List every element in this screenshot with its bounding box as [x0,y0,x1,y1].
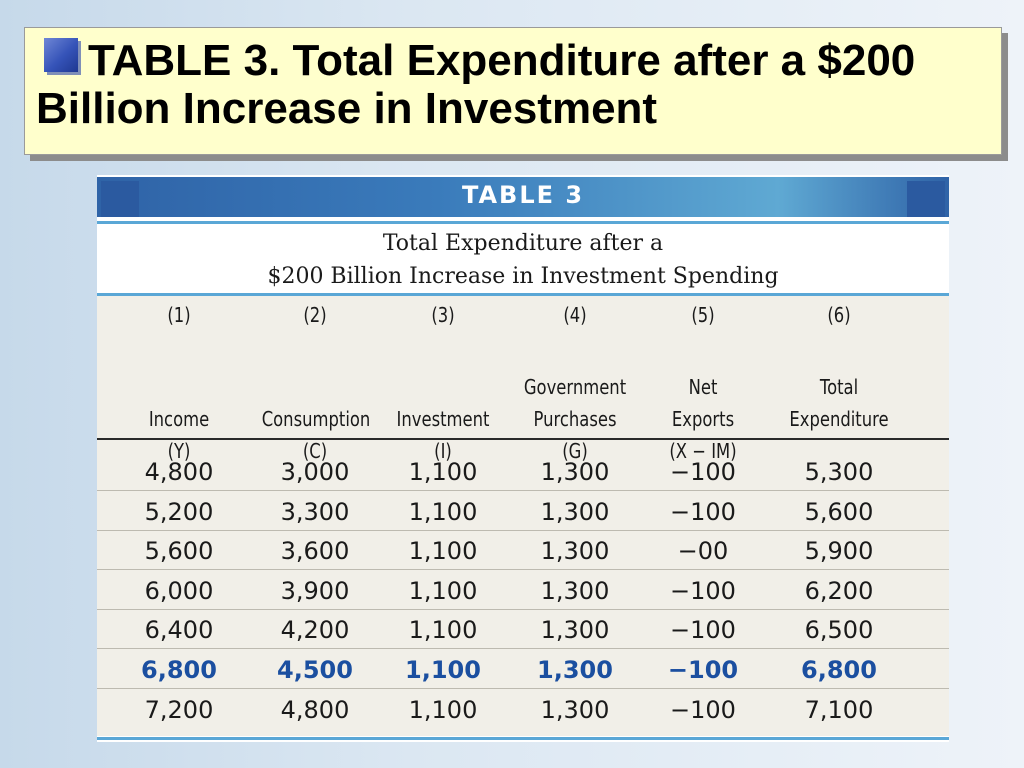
table-cell: 1,100 [408,497,478,526]
table-banner: TABLE 3 [97,177,949,217]
table-cell: 7,200 [144,695,214,724]
table-cell: 6,200 [804,576,874,605]
column-label: Net Exports [671,375,735,431]
table-cell: 6,500 [804,616,874,645]
table-cell: 7,100 [804,695,874,724]
table-subtitle-line2: $200 Billion Increase in Investment Spen… [267,264,779,289]
banner-left-tab [101,181,139,217]
column-header: (2) Consumption (C) [261,303,371,467]
table-cell: 3,900 [280,576,350,605]
table-cell: 3,300 [280,497,350,526]
table-cell: 1,100 [408,537,478,566]
column-label-wrap: Income [126,335,233,435]
table-cell: −100 [670,616,736,645]
table-cell: 1,100 [408,616,478,645]
table-cell: −100 [670,458,736,486]
table-cell: 5,900 [804,537,874,566]
table-cell: 1,100 [405,656,481,684]
table-cell: 4,200 [280,616,350,645]
table-cell: 1,300 [540,576,610,605]
column-symbol: (X − IM) [669,439,737,463]
table-cell: 6,800 [801,656,877,684]
table-cell: 1,300 [540,537,610,566]
column-label-wrap: Net Exports [650,335,757,435]
table-cell: 5,600 [144,537,214,566]
column-label: Total Expenditure [789,375,889,431]
table-cell: 1,100 [408,576,478,605]
table-cell: 3,000 [280,458,350,486]
column-label: Investment [396,407,490,431]
column-label: Income [148,407,210,431]
table-cell: 6,400 [144,616,214,645]
slide-title: TABLE 3. Total Expenditure after a $200 … [36,36,916,133]
column-symbol: (Y) [167,439,191,463]
column-number: (4) [563,303,587,327]
slide-title-box [24,27,1002,155]
column-header: (4) Government Purchases (G) [522,303,629,467]
column-header: (1) Income (Y) [126,303,233,467]
table-row: 4,800 3,000 1,100 1,300 −100 5,300 [97,452,949,491]
column-number: (5) [691,303,715,327]
column-symbol: (C) [302,439,328,463]
table-cell: −100 [670,695,736,724]
table-figure: TABLE 3 Total Expenditure after a $200 B… [97,175,949,742]
column-header: (5) Net Exports (X − IM) [650,303,757,467]
table-cell: 1,300 [540,458,610,486]
table-cell: 1,300 [540,616,610,645]
table-cell: 4,800 [280,695,350,724]
table-row: 6,000 3,900 1,100 1,300 −100 6,200 [97,571,949,610]
table-cell: 5,300 [804,458,874,486]
table-row: 6,400 4,200 1,100 1,300 −100 6,500 [97,610,949,650]
subtitle-top-rule [97,221,949,224]
column-label-wrap: Government Purchases [522,335,629,435]
table-cell: 6,800 [141,656,217,684]
header-rule [97,438,949,440]
table-cell: −100 [667,656,739,684]
subtitle-bottom-rule [97,293,949,296]
table-cell: −00 [677,537,729,566]
column-symbol: (I) [434,439,452,463]
table-banner-label: TABLE 3 [461,181,585,209]
table-row: 5,200 3,300 1,100 1,300 −100 5,600 [97,492,949,531]
table-cell: 1,300 [537,656,613,684]
table-cell: 3,600 [280,537,350,566]
table-cell: 5,200 [144,497,214,526]
table-cell: 1,300 [540,695,610,724]
column-symbol: (G) [562,439,588,463]
column-number: (3) [431,303,455,327]
table-cell: 5,600 [804,497,874,526]
table-body-background [97,296,949,736]
square-bullet-icon [44,38,78,72]
table-cell: 1,300 [540,497,610,526]
table-cell: −100 [670,497,736,526]
column-label-wrap: Total Expenditure [786,335,893,435]
table-bottom-rule [97,737,949,740]
table-row: 7,200 4,800 1,100 1,300 −100 7,100 [97,690,949,729]
table-cell: 1,100 [408,458,478,486]
column-number: (1) [167,303,191,327]
column-header: (3) Investment (I) [390,303,497,467]
column-label: Consumption [261,407,371,431]
table-cell: −100 [670,576,736,605]
column-label-wrap: Consumption [261,335,371,435]
column-number: (2) [303,303,327,327]
column-header: (6) Total Expenditure [786,303,893,435]
table-row: 5,600 3,600 1,100 1,300 −00 5,900 [97,531,949,571]
table-row: 6,800 4,500 1,100 1,300 −100 6,800 [97,650,949,689]
banner-right-tab [907,181,945,217]
table-cell: 4,800 [144,458,214,486]
table-cell: 4,500 [277,656,353,684]
table-cell: 6,000 [144,576,214,605]
column-label-wrap: Investment [390,335,497,435]
table-subtitle-line1: Total Expenditure after a [382,231,664,256]
table-subtitle: Total Expenditure after a $200 Billion I… [97,227,949,293]
column-label: Government Purchases [523,375,627,431]
column-number: (6) [827,303,851,327]
table-cell: 1,100 [408,695,478,724]
